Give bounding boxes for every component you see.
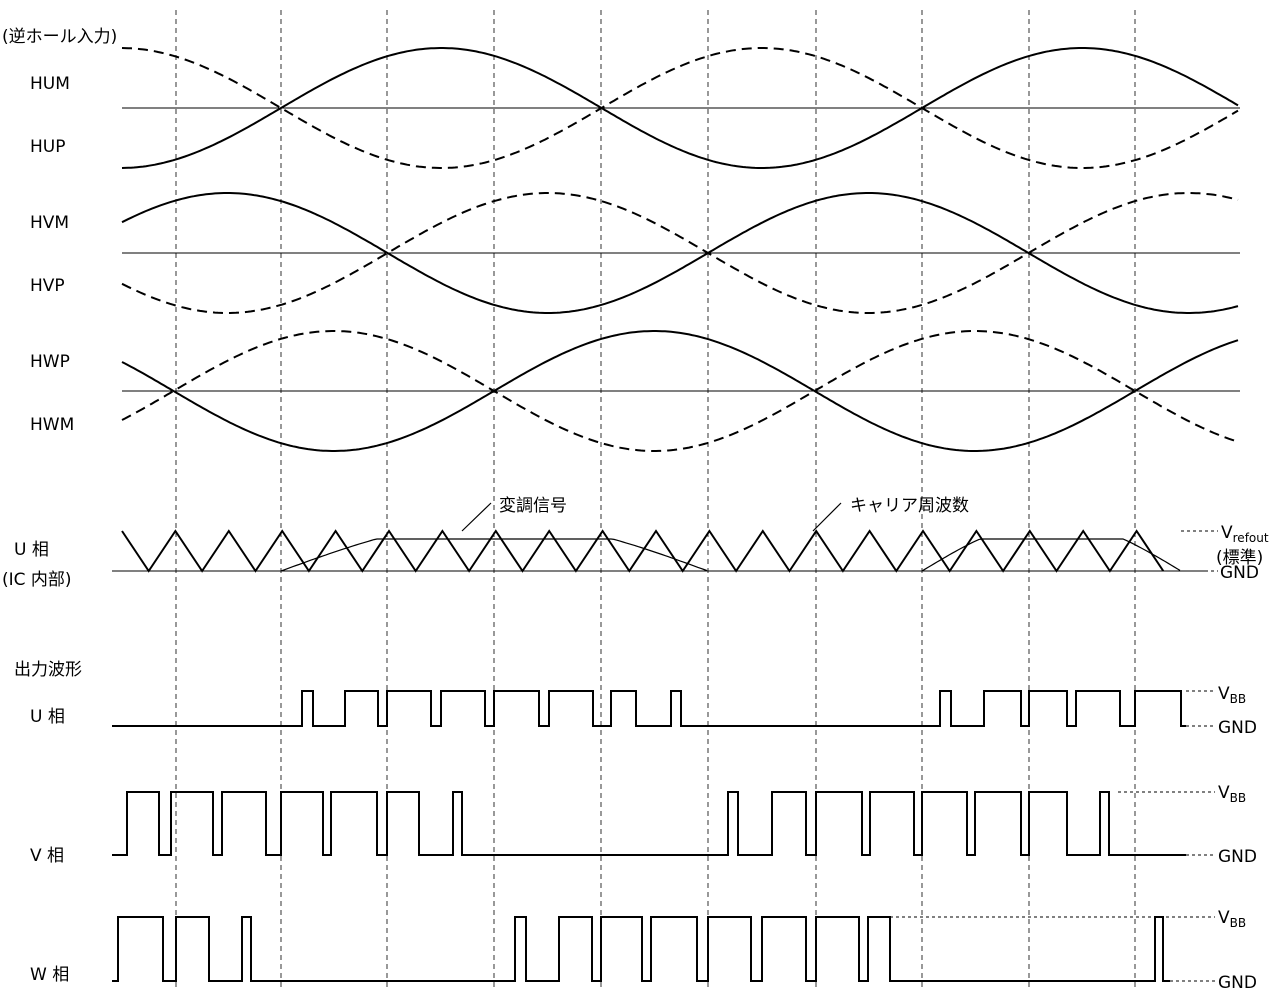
- w-phase-label: W 相: [30, 965, 69, 985]
- hvm-waveform: [121, 192, 1239, 314]
- output-waveform-title: 出力波形: [14, 660, 82, 680]
- hup-waveform: [121, 47, 1239, 169]
- hum-waveform: [121, 47, 1239, 169]
- u-phase-label: U 相: [30, 707, 65, 727]
- v-gnd-label: GND: [1218, 847, 1257, 867]
- hvp-waveform: [121, 192, 1239, 314]
- vrefout-label: Vrefout: [1221, 523, 1269, 545]
- modulation-signal-curve: [280, 538, 708, 572]
- diagram-caption: (逆ホール入力): [2, 27, 117, 47]
- v-phase-label: V 相: [30, 846, 64, 866]
- hall-waveforms: [121, 47, 1239, 452]
- modulation-gnd-label: GND: [1220, 563, 1259, 583]
- commutation-markers: [175, 10, 1136, 990]
- vrefout-note: (標準): [1216, 548, 1263, 568]
- output-waveforms: [112, 690, 1215, 982]
- hwm-label: HWM: [30, 415, 74, 435]
- v-vbb-label: VBB: [1218, 783, 1246, 805]
- carrier-triangle-wave: [121, 529, 1165, 573]
- u-gnd-label: GND: [1218, 718, 1257, 738]
- w-phase-pulse-train: [112, 916, 1170, 982]
- modulation-signal-pointer: [461, 502, 492, 532]
- modulation-waveforms: [121, 502, 1218, 573]
- w-vbb-label: VBB: [1218, 908, 1246, 930]
- hvm-label: HVM: [30, 213, 69, 233]
- u-phase-internal-label: U 相: [14, 540, 49, 560]
- modulation-signal-curve: [921, 538, 1181, 572]
- modulation-signal-label: 変調信号: [499, 496, 567, 516]
- u-vbb-label: VBB: [1218, 684, 1246, 706]
- hvp-label: HVP: [30, 276, 65, 296]
- carrier-pointer: [812, 502, 842, 532]
- u-phase-pulse-train: [112, 690, 1186, 727]
- hup-label: HUP: [30, 137, 65, 157]
- hum-label: HUM: [30, 74, 70, 94]
- carrier-frequency-label: キャリア周波数: [850, 496, 969, 516]
- reference-lines: [112, 107, 1240, 572]
- v-phase-pulse-train: [112, 791, 1186, 856]
- hwp-label: HWP: [30, 352, 70, 372]
- ic-internal-label: (IC 内部): [2, 570, 72, 590]
- labels: (逆ホール入力) HUM HUP HVM HVP HWP HWM 変調信号 キャ…: [2, 27, 1269, 992]
- w-gnd-label: GND: [1218, 973, 1257, 992]
- hwm-waveform: [121, 330, 1239, 452]
